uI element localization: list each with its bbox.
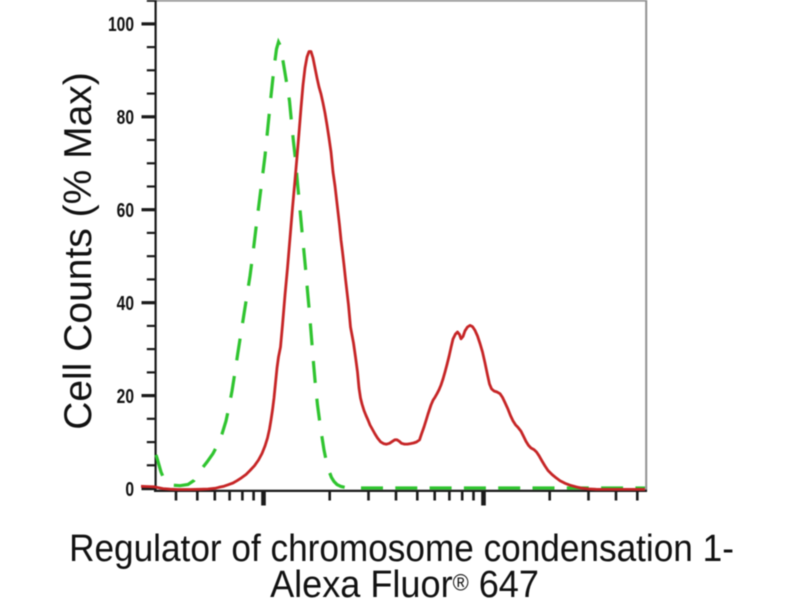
- svg-text:Alexa Fluor® 647: Alexa Fluor® 647: [270, 562, 539, 600]
- svg-text:80: 80: [117, 106, 134, 128]
- svg-text:Regulator of chromosome conden: Regulator of chromosome condensation 1-: [69, 527, 734, 570]
- svg-text:60: 60: [117, 199, 134, 221]
- svg-text:Cell Counts (% Max): Cell Counts (% Max): [57, 72, 100, 430]
- svg-text:20: 20: [117, 385, 134, 407]
- svg-text:40: 40: [117, 292, 134, 314]
- svg-text:100: 100: [108, 13, 134, 35]
- svg-text:0: 0: [125, 478, 134, 500]
